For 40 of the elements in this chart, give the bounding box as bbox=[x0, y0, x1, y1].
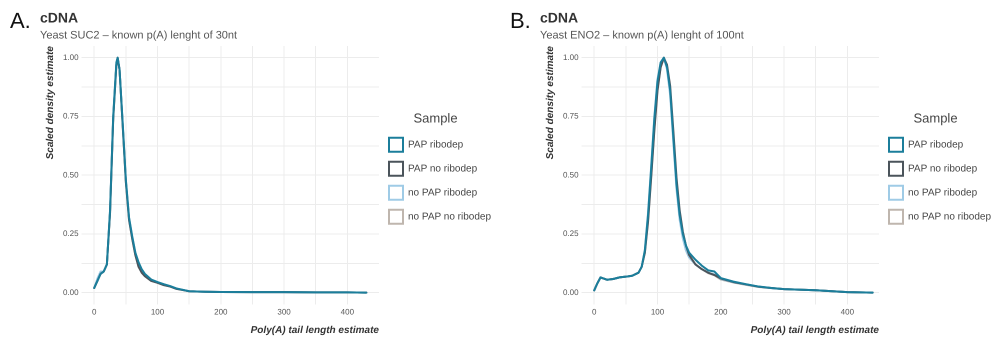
legend-label: no PAP ribodep bbox=[408, 188, 478, 199]
y-axis-title: Scaled density estimate bbox=[544, 46, 556, 160]
x-tick-label: 400 bbox=[840, 307, 855, 316]
y-tick-label: 0.50 bbox=[62, 170, 80, 180]
y-tick-label: 1.00 bbox=[562, 52, 580, 62]
x-tick-label: 0 bbox=[92, 307, 97, 316]
y-tick-label: 0.25 bbox=[562, 229, 580, 238]
y-tick-label: 0.50 bbox=[562, 170, 580, 180]
x-tick-label: 100 bbox=[650, 307, 665, 316]
legend-label: PAP ribodep bbox=[408, 140, 464, 151]
chart-subtitle: Yeast ENO2 – known p(A) lenght of 100nt bbox=[540, 29, 744, 42]
x-tick-label: 200 bbox=[714, 307, 728, 316]
y-tick-label: 0.25 bbox=[62, 229, 80, 238]
y-tick-label: 0.00 bbox=[62, 288, 80, 297]
legend-title: Sample bbox=[913, 110, 958, 126]
legend-title: Sample bbox=[413, 110, 458, 126]
legend-label: PAP no ribodep bbox=[908, 164, 978, 175]
legend-label: PAP no ribodep bbox=[408, 164, 478, 175]
legend-label: no PAP ribodep bbox=[908, 188, 978, 199]
legend-label: no PAP no ribodep bbox=[908, 212, 992, 223]
x-tick-label: 300 bbox=[777, 307, 792, 316]
text: B. bbox=[510, 8, 531, 34]
chart-title: cDNA bbox=[540, 9, 578, 26]
x-tick-label: 200 bbox=[214, 307, 228, 316]
chart-title: cDNA bbox=[40, 9, 78, 26]
legend-label: no PAP no ribodep bbox=[408, 212, 492, 223]
y-tick-label: 0.00 bbox=[562, 288, 580, 297]
x-tick-label: 100 bbox=[150, 307, 165, 316]
chart-subtitle: Yeast SUC2 – known p(A) lenght of 30nt bbox=[40, 29, 238, 42]
x-tick-label: 300 bbox=[277, 307, 292, 316]
x-axis-title: Poly(A) tail length estimate bbox=[750, 324, 880, 336]
x-axis-title: Poly(A) tail length estimate bbox=[250, 324, 380, 336]
y-tick-label: 1.00 bbox=[62, 52, 80, 62]
y-axis-title: Scaled density estimate bbox=[44, 46, 56, 160]
legend-label: PAP ribodep bbox=[908, 140, 964, 151]
y-tick-label: 0.75 bbox=[62, 112, 80, 121]
text: A. bbox=[10, 8, 31, 34]
x-tick-label: 0 bbox=[592, 307, 597, 316]
y-tick-label: 0.75 bbox=[562, 112, 580, 121]
x-tick-label: 400 bbox=[340, 307, 355, 316]
